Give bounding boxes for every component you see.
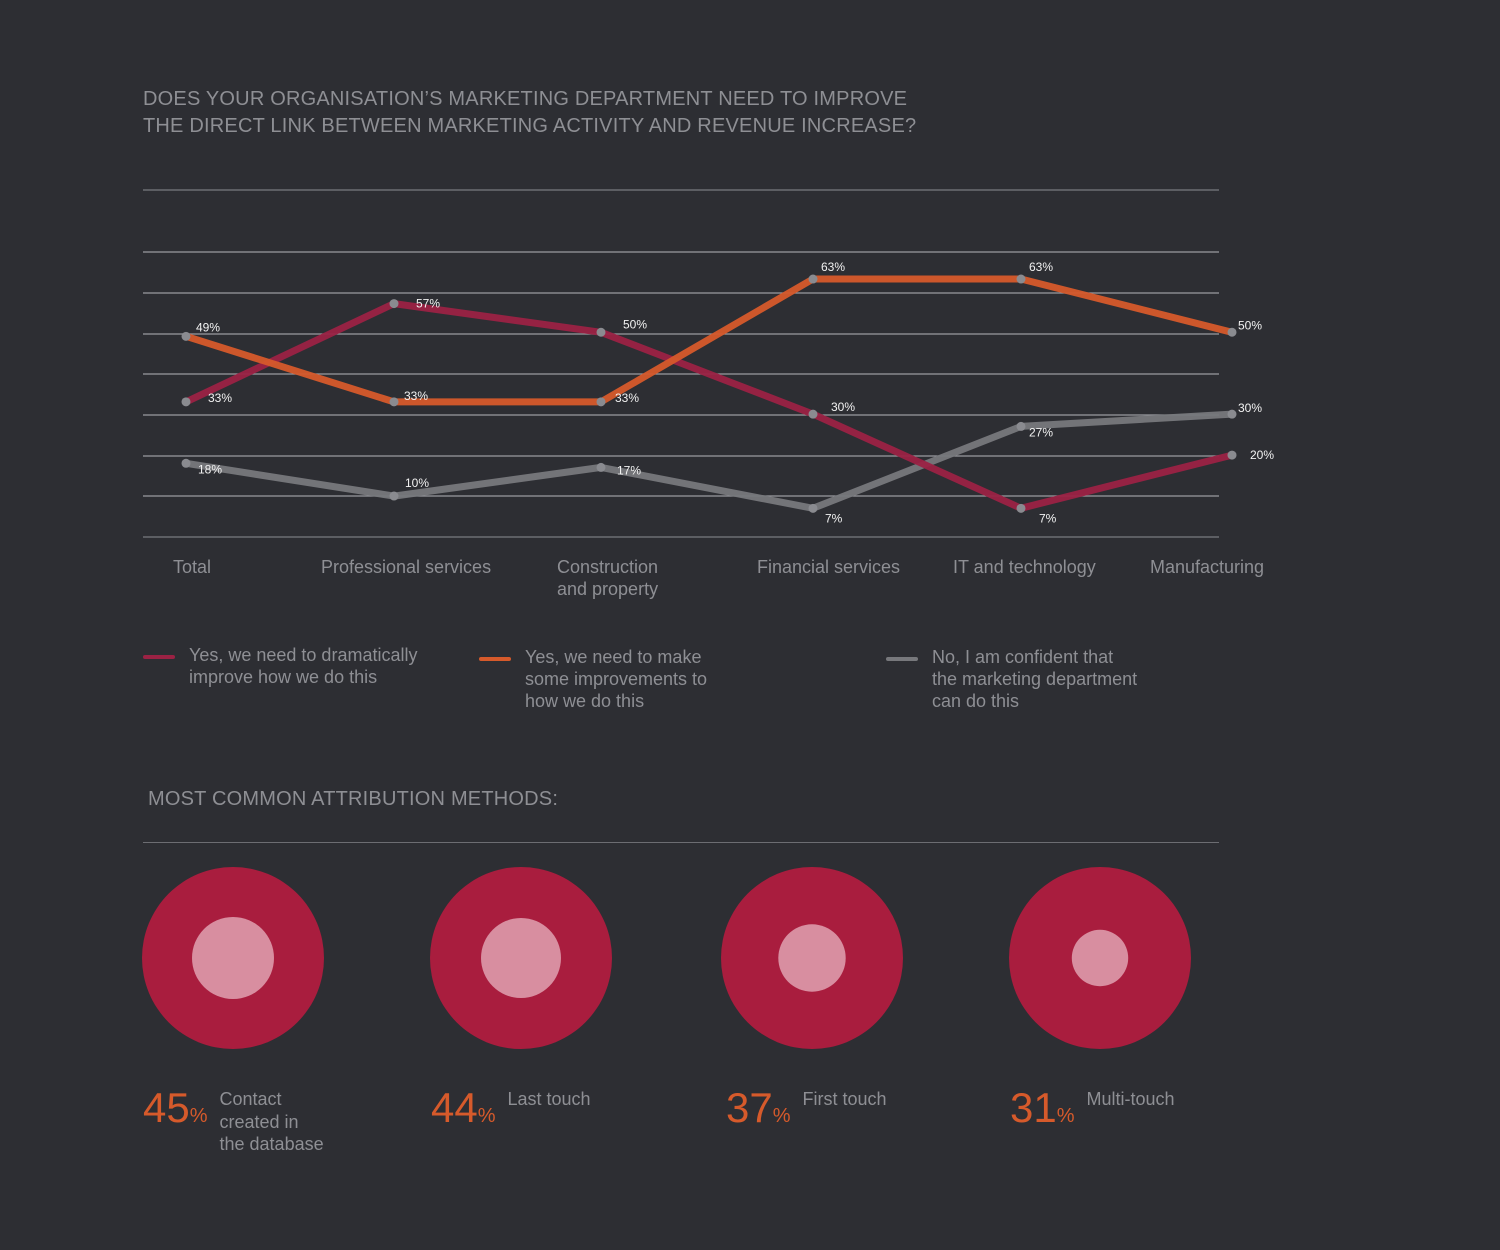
data-label: 20%: [1250, 448, 1274, 462]
data-point: [1016, 421, 1026, 431]
data-point: [1227, 409, 1237, 419]
data-label: 63%: [821, 260, 845, 274]
x-tick-label-line: Financial services: [757, 557, 900, 577]
legend-label-confident: No, I am confident that the marketing de…: [932, 647, 1138, 711]
data-label: 10%: [405, 476, 429, 490]
data-label: 63%: [1029, 260, 1053, 274]
donut-inner-value: [1071, 929, 1129, 987]
series-line: [182, 275, 1236, 406]
x-tick-label-line: Total: [173, 557, 211, 577]
stat-value: 31: [1010, 1084, 1057, 1131]
x-tick-label-line: IT and technology: [953, 557, 1096, 577]
donut-outer: [142, 867, 324, 1049]
donut-outer: [1009, 867, 1191, 1049]
attribution-divider: [143, 842, 1219, 843]
x-tick-label-line: Manufacturing: [1150, 557, 1264, 577]
data-point: [596, 327, 606, 337]
line-chart: Total Professional services Construction an…: [143, 189, 1274, 599]
data-point: [181, 397, 191, 407]
data-point: [808, 274, 818, 284]
data-point: [808, 503, 818, 513]
legend-item-dramatically: Yes, we need to dramatically improve how…: [143, 644, 417, 688]
data-label: 30%: [1238, 401, 1262, 415]
donut-outer: [430, 867, 612, 1049]
data-label: 33%: [615, 391, 639, 405]
data-point: [596, 397, 606, 407]
donut-outer: [721, 867, 903, 1049]
legend-swatch-dramatically: [143, 655, 175, 659]
series-line: [182, 410, 1236, 512]
donut-inner-value: [192, 917, 274, 999]
x-tick-label-line: Construction: [557, 557, 658, 577]
x-tick-label: Professional services: [321, 557, 491, 577]
stat-value: 37: [726, 1084, 773, 1131]
series-line: [182, 300, 1236, 512]
stat-percent-sign: %: [1056, 1105, 1075, 1127]
data-label: 18%: [198, 462, 222, 476]
x-tick-label: Construction and property: [557, 557, 658, 599]
data-label: 7%: [1039, 511, 1057, 525]
data-point: [1227, 450, 1237, 460]
stat-label: Contact created in the database: [219, 1089, 324, 1154]
data-label: 27%: [1029, 425, 1053, 439]
donut-inner-value: [481, 918, 561, 998]
data-point: [1016, 274, 1026, 284]
x-tick-label: IT and technology: [953, 557, 1096, 577]
stat-label: Last touch: [507, 1089, 591, 1109]
legend-label-dramatically: Yes, we need to dramatically improve how…: [189, 645, 418, 687]
data-point: [181, 458, 191, 468]
data-label: 50%: [623, 317, 647, 331]
legend-label-some: Yes, we need to make some improvements t…: [525, 647, 708, 711]
stat-contact-created: 45 % Contact created in the database: [143, 1085, 324, 1156]
x-tick-label: Financial services: [757, 557, 900, 577]
x-tick-label-line: and property: [557, 579, 658, 599]
data-label: 50%: [1238, 318, 1262, 332]
data-label: 57%: [416, 297, 440, 311]
data-point: [389, 491, 399, 501]
data-point: [1227, 327, 1237, 337]
x-tick-label: Total: [173, 557, 211, 577]
stat-label: First touch: [802, 1089, 887, 1109]
legend-swatch-confident: [886, 657, 918, 661]
chart-title: DOES YOUR ORGANISATION’S MARKETING DEPAR…: [143, 88, 917, 137]
data-point: [181, 331, 191, 341]
data-point: [808, 409, 818, 419]
attribution-title: MOST COMMON ATTRIBUTION METHODS:: [148, 788, 559, 810]
legend-item-confident: No, I am confident that the marketing de…: [886, 646, 1137, 712]
donut-inner-value: [778, 924, 846, 992]
data-label: 7%: [825, 511, 843, 525]
data-label: 17%: [617, 463, 641, 477]
stat-percent-sign: %: [189, 1105, 208, 1127]
data-label: 33%: [404, 389, 428, 403]
legend-item-some: Yes, we need to make some improvements t…: [479, 646, 707, 712]
x-tick-label: Manufacturing: [1150, 557, 1264, 577]
data-label: 30%: [831, 400, 855, 414]
stat-last-touch: 44 % Last touch: [431, 1085, 591, 1131]
stat-percent-sign: %: [772, 1105, 791, 1127]
legend-swatch-some: [479, 657, 511, 661]
stat-label: Multi-touch: [1086, 1089, 1175, 1109]
stat-multi-touch: 31 % Multi-touch: [1010, 1085, 1175, 1131]
data-point: [596, 462, 606, 472]
stat-value: 44: [431, 1084, 478, 1131]
data-label: 33%: [208, 391, 232, 405]
data-point: [389, 299, 399, 309]
x-tick-label-line: Professional services: [321, 557, 491, 577]
stat-value: 45: [143, 1084, 190, 1131]
data-point: [1016, 503, 1026, 513]
stat-percent-sign: %: [477, 1105, 496, 1127]
data-point: [389, 397, 399, 407]
data-label: 49%: [196, 320, 220, 334]
stat-first-touch: 37 % First touch: [726, 1085, 887, 1131]
